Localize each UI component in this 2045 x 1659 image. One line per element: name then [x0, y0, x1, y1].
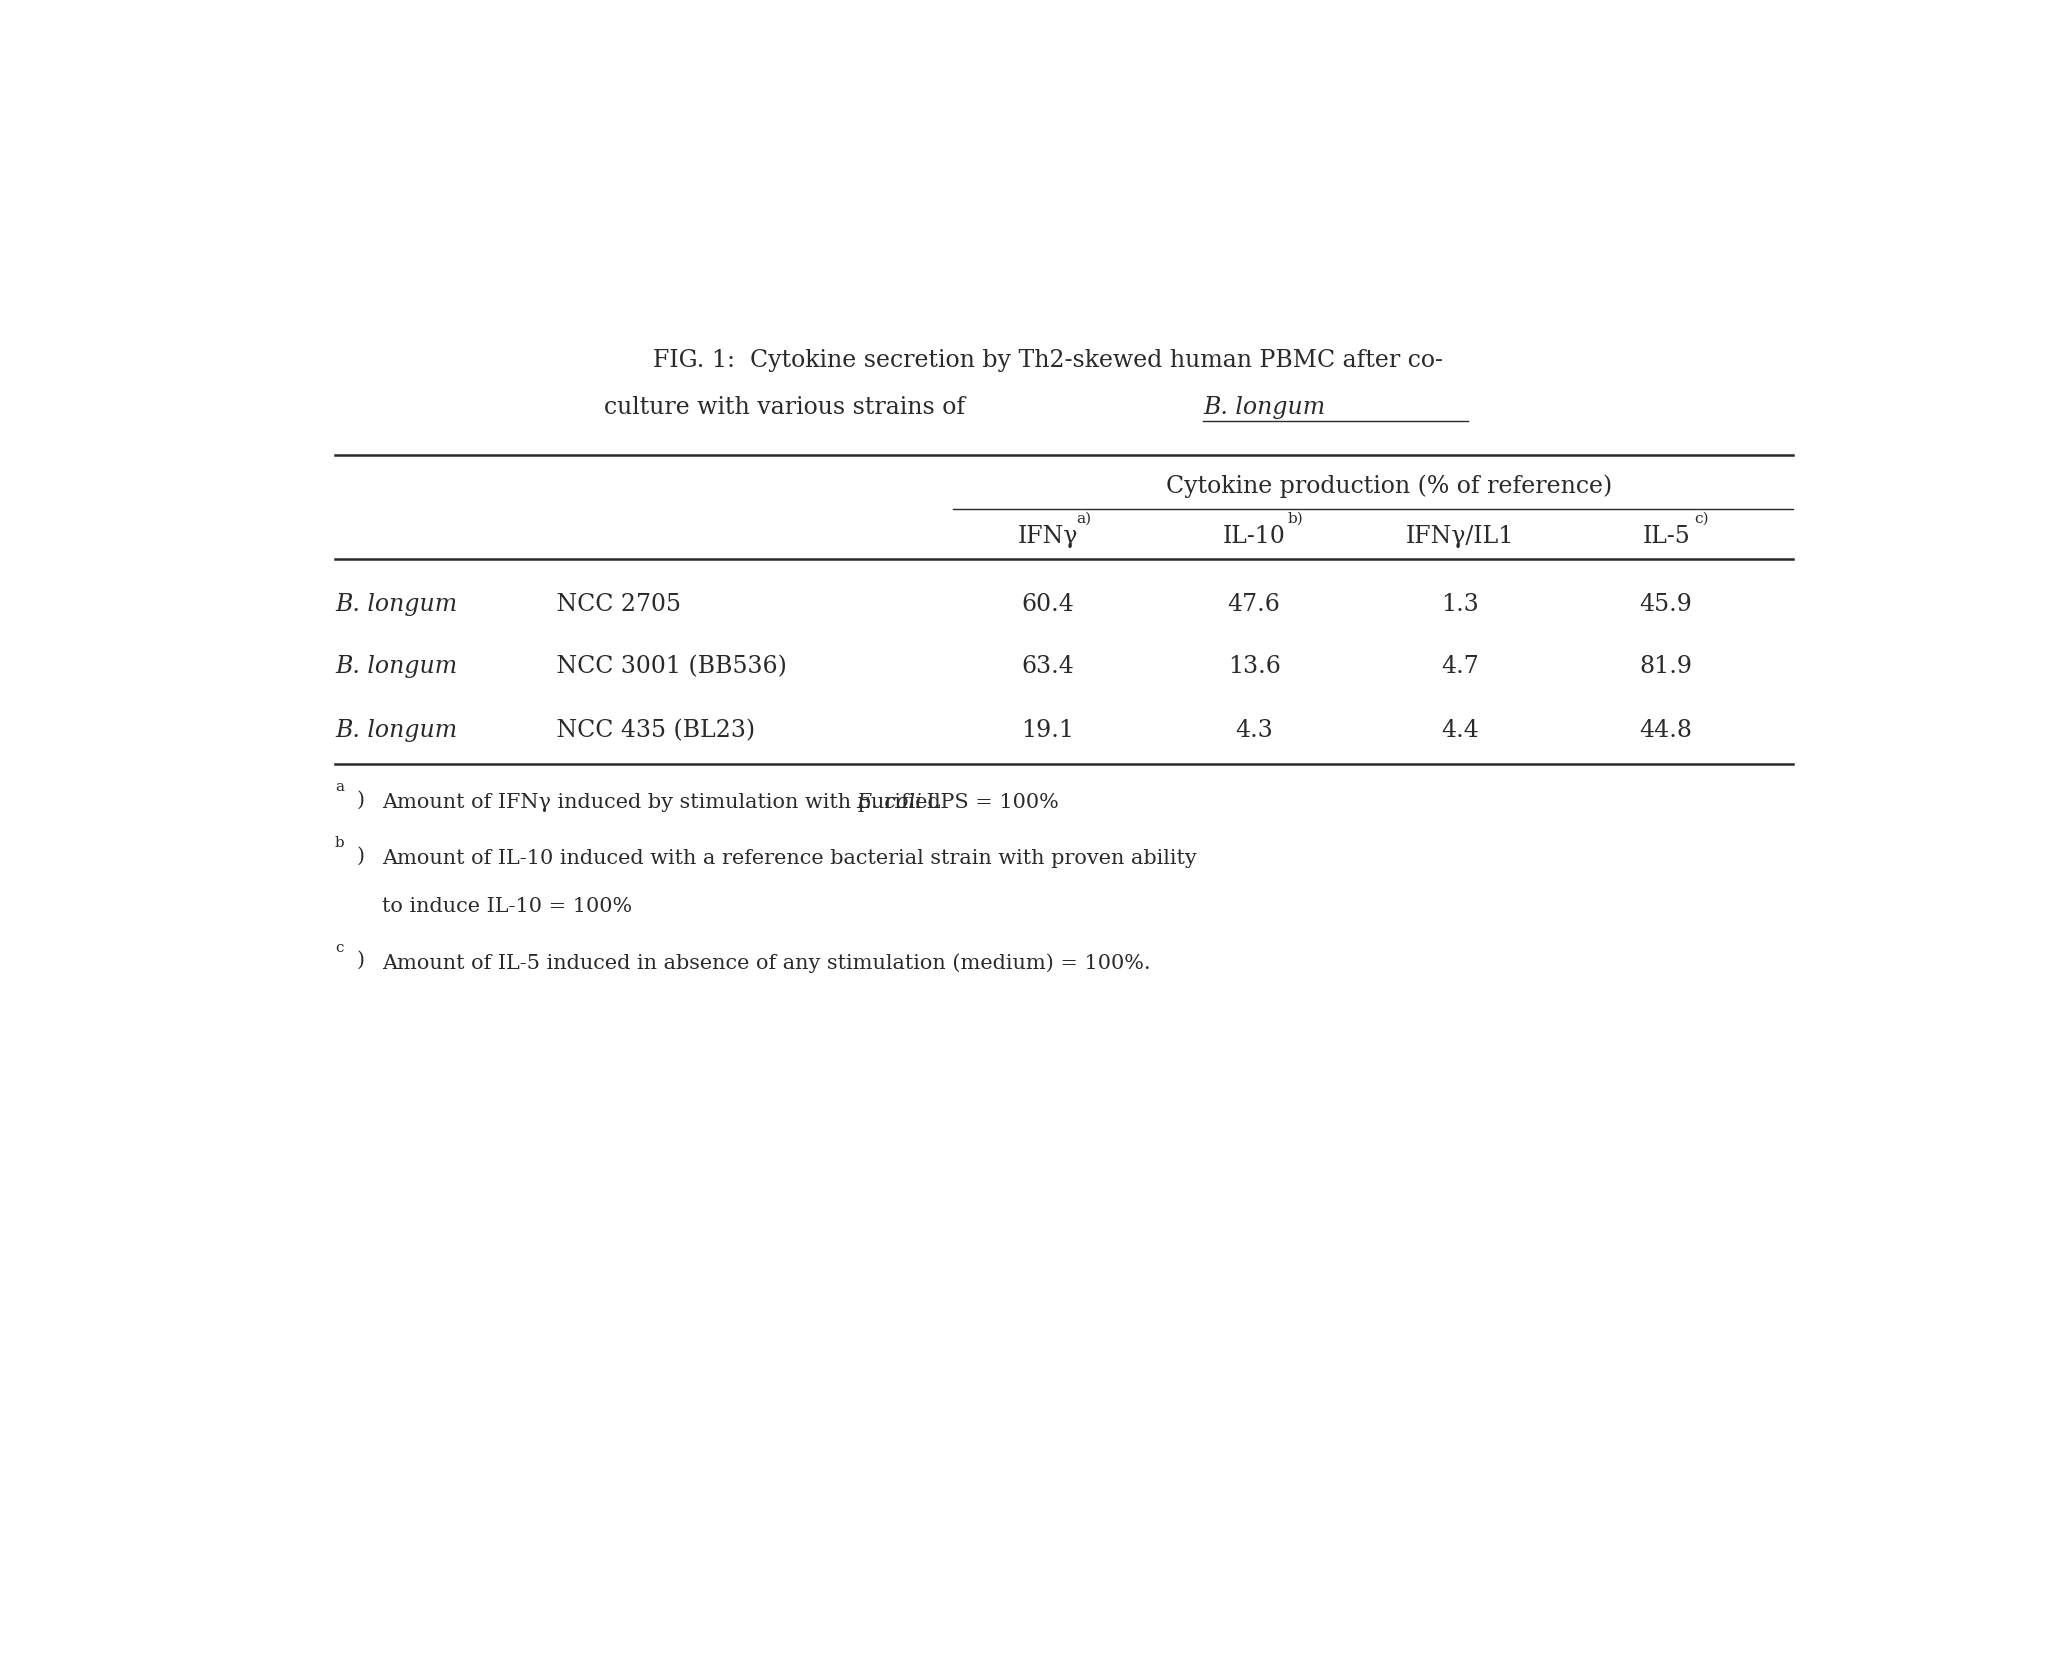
Text: E. coli: E. coli [857, 793, 922, 813]
Text: Cytokine production (% of reference): Cytokine production (% of reference) [1166, 474, 1611, 498]
Text: to induce IL-10 = 100%: to induce IL-10 = 100% [382, 898, 632, 916]
Text: 63.4: 63.4 [1022, 655, 1074, 679]
Text: B. longum: B. longum [335, 718, 456, 742]
Text: Amount of IL-10 induced with a reference bacterial strain with proven ability: Amount of IL-10 induced with a reference… [382, 849, 1196, 868]
Text: 19.1: 19.1 [1022, 718, 1074, 742]
Text: 81.9: 81.9 [1640, 655, 1693, 679]
Text: 1.3: 1.3 [1442, 592, 1479, 615]
Text: B. longum: B. longum [1202, 397, 1325, 418]
Text: ): ) [358, 951, 366, 971]
Text: 60.4: 60.4 [1022, 592, 1074, 615]
Text: 4.7: 4.7 [1442, 655, 1479, 679]
Text: 47.6: 47.6 [1227, 592, 1280, 615]
Text: c): c) [1693, 511, 1710, 526]
Text: 4.3: 4.3 [1235, 718, 1272, 742]
Text: ): ) [358, 846, 366, 866]
Text: b: b [335, 836, 344, 849]
Text: NCC 3001 (BB536): NCC 3001 (BB536) [548, 655, 787, 679]
Text: 45.9: 45.9 [1640, 592, 1693, 615]
Text: LPS = 100%: LPS = 100% [920, 793, 1059, 813]
Text: NCC 435 (BL23): NCC 435 (BL23) [548, 718, 755, 742]
Text: Amount of IL-5 induced in absence of any stimulation (medium) = 100%.: Amount of IL-5 induced in absence of any… [382, 954, 1151, 972]
Text: B. longum: B. longum [335, 592, 456, 615]
Text: culture with various strains of: culture with various strains of [605, 397, 973, 418]
Text: a): a) [1076, 511, 1092, 526]
Text: NCC 2705: NCC 2705 [548, 592, 681, 615]
Text: IFNγ: IFNγ [1018, 524, 1078, 547]
Text: Amount of IFNγ induced by stimulation with purified: Amount of IFNγ induced by stimulation wi… [382, 793, 947, 813]
Text: IFNγ/IL1: IFNγ/IL1 [1407, 524, 1513, 547]
Text: IL-10: IL-10 [1223, 524, 1286, 547]
Text: a: a [335, 780, 344, 795]
Text: IL-5: IL-5 [1642, 524, 1689, 547]
Text: 44.8: 44.8 [1640, 718, 1693, 742]
Text: c: c [335, 941, 344, 954]
Text: B. longum: B. longum [335, 655, 456, 679]
Text: 4.4: 4.4 [1442, 718, 1479, 742]
Text: b): b) [1288, 511, 1303, 526]
Text: FIG. 1:  Cytokine secretion by Th2-skewed human PBMC after co-: FIG. 1: Cytokine secretion by Th2-skewed… [652, 348, 1444, 372]
Text: ): ) [358, 791, 366, 810]
Text: 13.6: 13.6 [1227, 655, 1280, 679]
